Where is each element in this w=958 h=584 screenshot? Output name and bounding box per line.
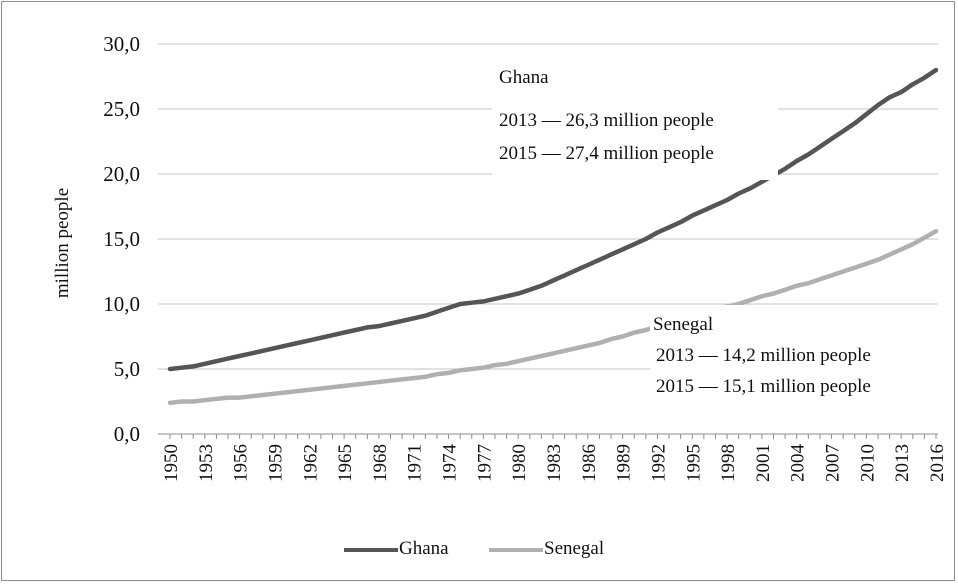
- senegal-annotation-box: [650, 305, 942, 405]
- senegal-annotation-2013: 2013 — 14,2 million people: [656, 345, 871, 366]
- series-line-senegal: [167, 228, 939, 406]
- x-axis: [158, 433, 938, 439]
- x-tick-label: 1983: [544, 444, 565, 482]
- x-tick-label: 2013: [892, 444, 913, 482]
- x-tick-label: 1956: [231, 444, 252, 482]
- x-tick-label: 2007: [823, 444, 844, 482]
- y-tick-label: 25,0: [103, 97, 140, 121]
- legend-label-senegal: Senegal: [544, 538, 604, 559]
- ghana-annotation-box: [492, 52, 778, 180]
- senegal-annotation-title: Senegal: [653, 314, 713, 335]
- x-tick-label: 1965: [335, 444, 356, 482]
- y-tick-label: 5,0: [114, 357, 140, 381]
- legend: Ghana Senegal: [344, 538, 604, 559]
- x-tick-label: 1980: [509, 444, 530, 482]
- series-lines: [167, 67, 939, 406]
- x-tick-label: 1959: [265, 444, 286, 482]
- x-tick-label: 1953: [196, 444, 217, 482]
- y-tick-label: 20,0: [103, 162, 140, 186]
- x-tick-label: 2016: [927, 444, 948, 482]
- y-tick-label: 30,0: [103, 32, 140, 56]
- x-tick-label: 1971: [405, 444, 426, 482]
- x-tick-label: 1950: [161, 444, 182, 482]
- x-tick-label: 1974: [440, 444, 461, 483]
- y-axis-ticks: 0,0 5,0 10,0 15,0 20,0 25,0 30,0: [103, 32, 140, 446]
- x-tick-label: 1995: [683, 444, 704, 482]
- ghana-annotation-2015: 2015 — 27,4 million people: [499, 143, 714, 164]
- x-tick-label: 1989: [614, 444, 635, 482]
- x-tick-label: 1992: [648, 444, 669, 482]
- senegal-annotation-2015: 2015 — 15,1 million people: [656, 376, 871, 397]
- ghana-annotation-2013: 2013 — 26,3 million people: [499, 110, 714, 131]
- y-tick-label: 10,0: [103, 292, 140, 316]
- series-line-ghana: [167, 67, 939, 372]
- legend-label-ghana: Ghana: [399, 538, 449, 559]
- ghana-annotation-title: Ghana: [499, 67, 549, 88]
- y-tick-label: 15,0: [103, 227, 140, 251]
- x-tick-label: 1968: [370, 444, 391, 482]
- x-tick-label: 2004: [788, 444, 809, 483]
- x-axis-ticks: 1950 1953 1956 1959 1962 1965 1968 1971 1974 1977…: [161, 444, 948, 483]
- x-tick-label: 2001: [753, 444, 774, 482]
- x-tick-label: 1998: [718, 444, 739, 482]
- y-tick-label: 0,0: [114, 422, 140, 446]
- x-tick-label: 2010: [857, 444, 878, 482]
- x-tick-label: 1986: [579, 444, 600, 482]
- y-axis-label: million people: [52, 188, 73, 298]
- x-tick-label: 1977: [474, 444, 495, 482]
- x-tick-label: 1962: [300, 444, 321, 482]
